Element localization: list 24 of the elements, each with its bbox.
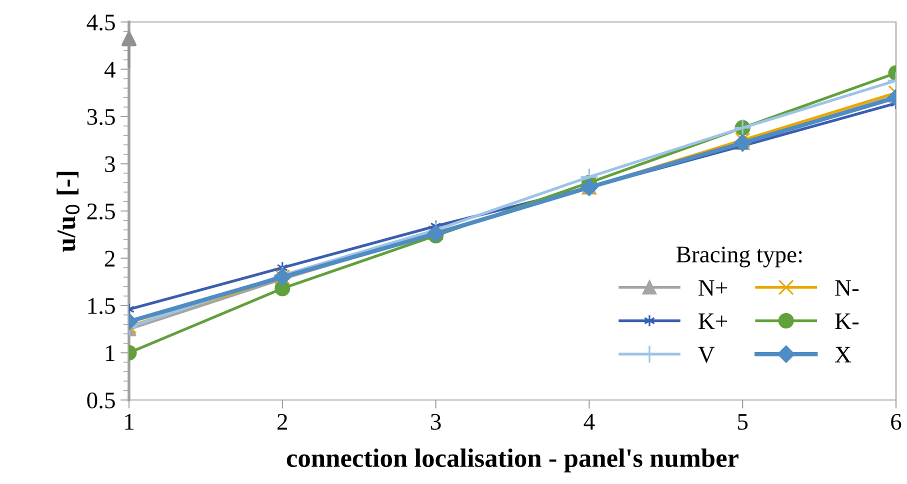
y-tick-label: 4 — [104, 62, 116, 78]
x-tick-label: 4 — [584, 414, 595, 430]
legend-label: V — [698, 346, 715, 363]
y-tick-label: 4.5 — [86, 14, 115, 31]
legend-label: K- — [835, 314, 859, 330]
legend-label: K+ — [698, 314, 728, 330]
y-tick-label: 3 — [105, 156, 115, 172]
x-tick-label: 2 — [278, 414, 287, 430]
x-tick-label: 5 — [738, 414, 748, 430]
legend-title: Bracing type: — [676, 246, 802, 268]
y-tick-label: 0.5 — [87, 392, 115, 409]
x-tick-label: 3 — [431, 414, 441, 430]
y-axis-title: u/u$_{0}$ [-] — [56, 172, 80, 252]
y-tick-label: 2.5 — [87, 204, 115, 220]
legend-label: N- — [835, 280, 859, 296]
y-tick-label: 1.5 — [88, 298, 115, 314]
x-axis-title: connection localisation - panel's number — [286, 448, 738, 472]
legend-label: N+ — [698, 280, 728, 296]
y-tick-label: 1 — [106, 345, 114, 361]
y-tick-label: 2 — [105, 250, 115, 266]
legend-label: X — [835, 346, 852, 362]
y-tick-label: 3.5 — [87, 109, 115, 126]
x-tick-label: 1 — [125, 414, 134, 430]
x-tick-label: 6 — [891, 414, 902, 430]
